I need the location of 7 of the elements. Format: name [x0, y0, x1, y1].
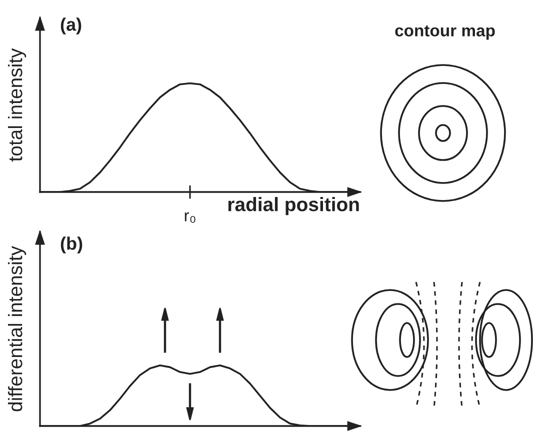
text: (a) — [60, 18, 82, 34]
y-axis-title: differential intensity — [8, 246, 26, 412]
text: (b) — [60, 236, 82, 254]
text: r₀ — [184, 212, 196, 223]
y-axis-title: total intensity — [8, 48, 26, 162]
x-axis-title: radial position — [228, 197, 359, 216]
text: contour map — [395, 25, 495, 40]
